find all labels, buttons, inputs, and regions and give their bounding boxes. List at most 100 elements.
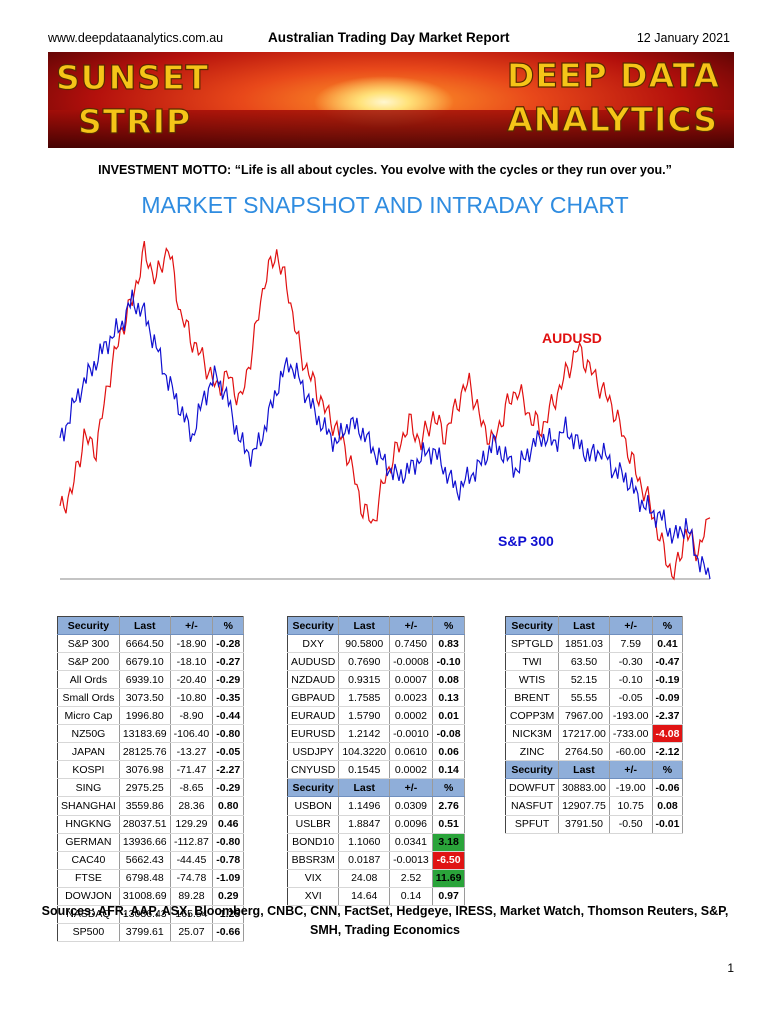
column-header: %	[212, 616, 245, 636]
table-cell: 1.1060	[338, 833, 391, 852]
table-cell: -20.40	[170, 670, 214, 690]
column-header: %	[652, 760, 684, 780]
table-cell: EURAUD	[287, 706, 340, 726]
table-cell: 3791.50	[558, 815, 610, 834]
table-cell: KOSPI	[57, 760, 120, 780]
table-cell: 0.0096	[389, 815, 433, 834]
table-cell: 2764.50	[558, 742, 610, 762]
table-cell: 0.13	[432, 688, 466, 708]
table-cell: DOWFUT	[505, 778, 560, 798]
table-cell: -0.80	[212, 724, 245, 744]
table-row: EURAUD 1.5790 0.0002 0.01	[287, 706, 466, 726]
table-cell: -0.0010	[389, 724, 433, 744]
table-cell: DOWJON	[57, 887, 120, 906]
column-header: Last	[558, 760, 610, 780]
table-row: S&P 200 6679.10 -18.10 -0.27	[57, 652, 245, 672]
table-cell: -733.00	[609, 724, 653, 744]
table-cell: XVI	[287, 887, 340, 906]
table-cell: BRENT	[505, 688, 560, 708]
table-cell: 6798.48	[119, 869, 171, 888]
table-cell: COPP3M	[505, 706, 560, 726]
table-row: BBSR3M 0.0187 -0.0013 -6.50	[287, 851, 466, 870]
banner-analytics-text: ANALYTICS	[507, 100, 718, 139]
table-row: HNGKNG 28037.51 129.29 0.46	[57, 815, 245, 834]
table-row: DOWFUT 30883.00 -19.00 -0.06	[505, 778, 684, 798]
table-cell: -0.80	[212, 833, 245, 852]
table-row: SP500 3799.61 25.07 -0.66	[57, 923, 245, 942]
column-header: Last	[338, 778, 391, 798]
table-cell: Small Ords	[57, 688, 120, 708]
table-cell: 55.55	[558, 688, 610, 708]
table-cell: USLBR	[287, 815, 340, 834]
table-cell: -193.00	[609, 706, 653, 726]
table-cell: 2.76	[432, 796, 466, 816]
table-cell: 7.59	[609, 634, 653, 654]
table-row: KOSPI 3076.98 -71.47 -2.27	[57, 760, 245, 780]
table-cell: EURUSD	[287, 724, 340, 744]
table-cell: 0.51	[432, 815, 466, 834]
table-cell: -8.65	[170, 778, 214, 798]
table-cell: USDJPY	[287, 742, 340, 762]
table-cell: 0.0023	[389, 688, 433, 708]
table-cell: DXY	[287, 634, 340, 654]
indices-table: Security Last +/-% S&P 300 6664.50 -18.90 -0.2…	[57, 616, 245, 942]
table-cell: 28125.76	[119, 742, 171, 762]
table-cell: -1.25	[212, 905, 245, 924]
table-cell: 0.08	[652, 796, 684, 816]
table-cell: 13036.43	[119, 905, 171, 924]
table-cell: -60.00	[609, 742, 653, 762]
table-cell: NICK3M	[505, 724, 560, 744]
table-cell: 165.54	[170, 905, 214, 924]
table-cell: Micro Cap	[57, 706, 120, 726]
table-cell: BOND10	[287, 833, 340, 852]
table-cell: -2.12	[652, 742, 684, 762]
column-header: +/-	[609, 760, 653, 780]
table-cell: 52.15	[558, 670, 610, 690]
table-cell: -106.40	[170, 724, 214, 744]
table-cell: NZDAUD	[287, 670, 340, 690]
table-row: USDJPY 104.3220 0.0610 0.06	[287, 742, 466, 762]
table-cell: TWI	[505, 652, 560, 672]
series-line-audusd	[59, 240, 711, 581]
table-row: BOND10 1.1060 0.0341 3.18	[287, 833, 466, 852]
table-cell: All Ords	[57, 670, 120, 690]
table-cell: 63.50	[558, 652, 610, 672]
table-cell: -0.35	[212, 688, 245, 708]
column-header: %	[652, 616, 684, 636]
table-row: VIX 24.08 2.52 11.69	[287, 869, 466, 888]
column-header: Last	[119, 616, 171, 636]
table-cell: 1851.03	[558, 634, 610, 654]
table-cell: 0.0187	[338, 851, 391, 870]
table-row: TWI 63.50 -0.30 -0.47	[505, 652, 684, 672]
table-cell: 0.0309	[389, 796, 433, 816]
currencies-bonds-table: Security Last +/-% DXY 90.5800 0.7450 0.83 AUDU…	[287, 616, 466, 906]
column-header: Security	[57, 616, 120, 636]
table-cell: 0.0002	[389, 760, 433, 780]
table-cell: -112.87	[170, 833, 214, 852]
table-cell: SP500	[57, 923, 120, 942]
table-cell: -0.01	[652, 815, 684, 834]
table-cell: -71.47	[170, 760, 214, 780]
column-header: Last	[558, 616, 610, 636]
table-row: ZINC 2764.50 -60.00 -2.12	[505, 742, 684, 762]
table-header-row: Security Last +/-%	[287, 616, 466, 636]
table-row: CNYUSD 0.1545 0.0002 0.14	[287, 760, 466, 780]
table-cell: 12907.75	[558, 796, 610, 816]
table-cell: 2.52	[389, 869, 433, 888]
table-cell: 1.5790	[338, 706, 391, 726]
table-cell: AUDUSD	[287, 652, 340, 672]
table-cell: GBPAUD	[287, 688, 340, 708]
table-row: USBON 1.1496 0.0309 2.76	[287, 796, 466, 816]
column-header: Security	[505, 760, 560, 780]
table-cell: ZINC	[505, 742, 560, 762]
banner-horizon	[48, 110, 734, 148]
table-cell: 13183.69	[119, 724, 171, 744]
table-cell: -10.80	[170, 688, 214, 708]
table-row: EURUSD 1.2142 -0.0010 -0.08	[287, 724, 466, 744]
table-cell: 0.97	[432, 887, 466, 906]
table-row: NZDAUD 0.9315 0.0007 0.08	[287, 670, 466, 690]
table-row: XVI 14.64 0.14 0.97	[287, 887, 466, 906]
table-cell: -4.08	[652, 724, 684, 744]
table-cell: -2.37	[652, 706, 684, 726]
sources-note: Sources: AFR, AAP, ASX, Bloomberg, CNBC,…	[41, 904, 729, 937]
